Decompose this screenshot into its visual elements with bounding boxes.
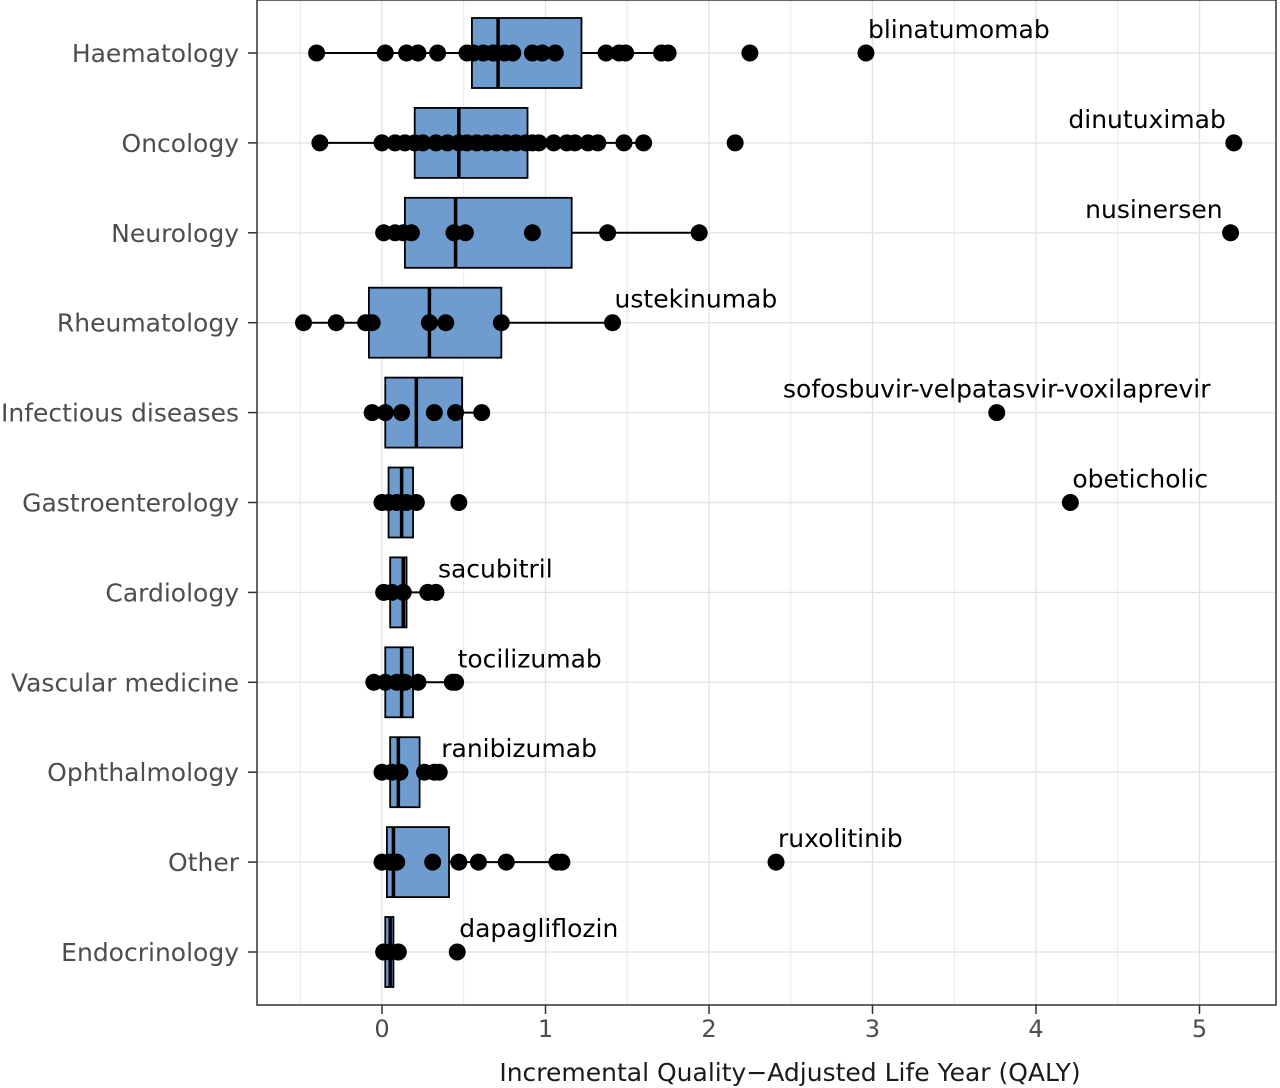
data-point	[1222, 224, 1240, 242]
grid-lines	[257, 0, 1276, 1005]
data-point	[589, 134, 607, 152]
data-point	[504, 44, 522, 62]
annotation-ruxolitinib: ruxolitinib	[778, 824, 903, 853]
data-point	[533, 44, 551, 62]
data-point	[311, 134, 329, 152]
x-tick-label: 5	[1192, 1015, 1207, 1043]
data-point	[363, 314, 381, 332]
data-point	[690, 224, 708, 242]
x-axis-ticks: 0 1 2 3 4 5	[374, 1005, 1207, 1043]
annotation-tocilizumab: tocilizumab	[458, 644, 602, 673]
data-point	[553, 853, 571, 871]
x-tick-label: 3	[865, 1015, 880, 1043]
data-point	[659, 44, 677, 62]
data-point	[389, 943, 407, 961]
data-point	[376, 404, 394, 422]
point-annotations: blinatumomab dinutuximab nusinersen ustekin…	[438, 15, 1226, 943]
y-label-haematology: Haematology	[72, 39, 239, 68]
annotation-ranibizumab: ranibizumab	[441, 734, 597, 763]
data-point	[545, 134, 563, 152]
data-point	[604, 314, 622, 332]
y-label-cardiology: Cardiology	[105, 578, 239, 607]
data-point	[447, 673, 465, 691]
data-point	[617, 44, 635, 62]
y-label-ophthalmology: Ophthalmology	[47, 758, 239, 787]
annotation-ustekinumab: ustekinumab	[615, 285, 778, 314]
annotation-nusinersen: nusinersen	[1085, 195, 1222, 224]
data-point	[388, 853, 406, 871]
data-point	[327, 314, 345, 332]
data-point	[402, 224, 420, 242]
annotation-dapagliflozin: dapagliflozin	[459, 914, 618, 943]
x-tick-label: 0	[374, 1015, 389, 1043]
data-point	[767, 853, 785, 871]
y-label-oncology: Oncology	[122, 129, 240, 158]
data-point	[741, 44, 759, 62]
data-point	[414, 134, 432, 152]
y-label-rheumatology: Rheumatology	[57, 309, 239, 338]
annotation-blinatumomab: blinatumomab	[868, 15, 1050, 44]
data-point	[615, 134, 633, 152]
data-point	[566, 134, 584, 152]
annotation-obeticholic: obeticholic	[1072, 465, 1208, 494]
x-tick-label: 4	[1028, 1015, 1043, 1043]
data-point	[448, 943, 466, 961]
box-neurology	[403, 196, 573, 269]
x-tick-label: 1	[538, 1015, 553, 1043]
data-point	[427, 583, 445, 601]
data-point	[308, 44, 326, 62]
data-point	[456, 224, 474, 242]
data-point	[473, 404, 491, 422]
data-point	[391, 763, 409, 781]
annotation-sacubitril: sacubitril	[438, 554, 553, 583]
data-point	[447, 404, 465, 422]
data-point	[599, 224, 617, 242]
data-point	[407, 494, 425, 511]
x-axis-title: Incremental Quality−Adjusted Life Year (…	[499, 1058, 1080, 1087]
y-label-vascular-medicine: Vascular medicine	[11, 668, 239, 697]
y-label-neurology: Neurology	[111, 219, 239, 248]
data-point	[857, 44, 875, 62]
data-point	[523, 224, 541, 242]
data-point	[635, 134, 653, 152]
data-point	[424, 853, 442, 871]
data-point	[430, 763, 448, 781]
data-point	[437, 314, 455, 332]
data-point	[295, 314, 313, 332]
data-point	[425, 404, 443, 422]
data-point	[450, 853, 468, 871]
data-point	[1061, 494, 1079, 511]
data-points	[295, 44, 1243, 961]
data-point	[469, 853, 487, 871]
data-point	[373, 134, 391, 152]
data-point	[497, 853, 515, 871]
data-point	[450, 494, 468, 511]
data-point	[429, 44, 447, 62]
annotation-dinutuximab: dinutuximab	[1068, 105, 1225, 134]
y-label-gastroenterology: Gastroenterology	[22, 489, 239, 518]
data-point	[376, 44, 394, 62]
data-point	[396, 673, 414, 691]
data-point	[393, 404, 411, 422]
y-label-endocrinology: Endocrinology	[61, 938, 239, 967]
annotation-sofosbuvir-velpatasvir-voxilaprevir: sofosbuvir-velpatasvir-voxilaprevir	[783, 375, 1211, 404]
data-point	[420, 314, 438, 332]
data-point	[1225, 134, 1243, 152]
y-axis-labels: Haematology Oncology Neurology Rheumatology…	[1, 39, 257, 967]
data-point	[597, 44, 615, 62]
data-point	[363, 404, 381, 422]
data-point	[988, 404, 1006, 422]
x-tick-label: 2	[701, 1015, 716, 1043]
data-point	[409, 44, 427, 62]
data-point	[394, 583, 412, 601]
data-point	[492, 314, 510, 332]
data-point	[726, 134, 744, 152]
data-point	[409, 673, 427, 691]
data-point	[530, 134, 548, 152]
data-point	[546, 44, 564, 62]
y-label-infectious-diseases: Infectious diseases	[1, 399, 239, 428]
y-label-other: Other	[168, 848, 240, 877]
